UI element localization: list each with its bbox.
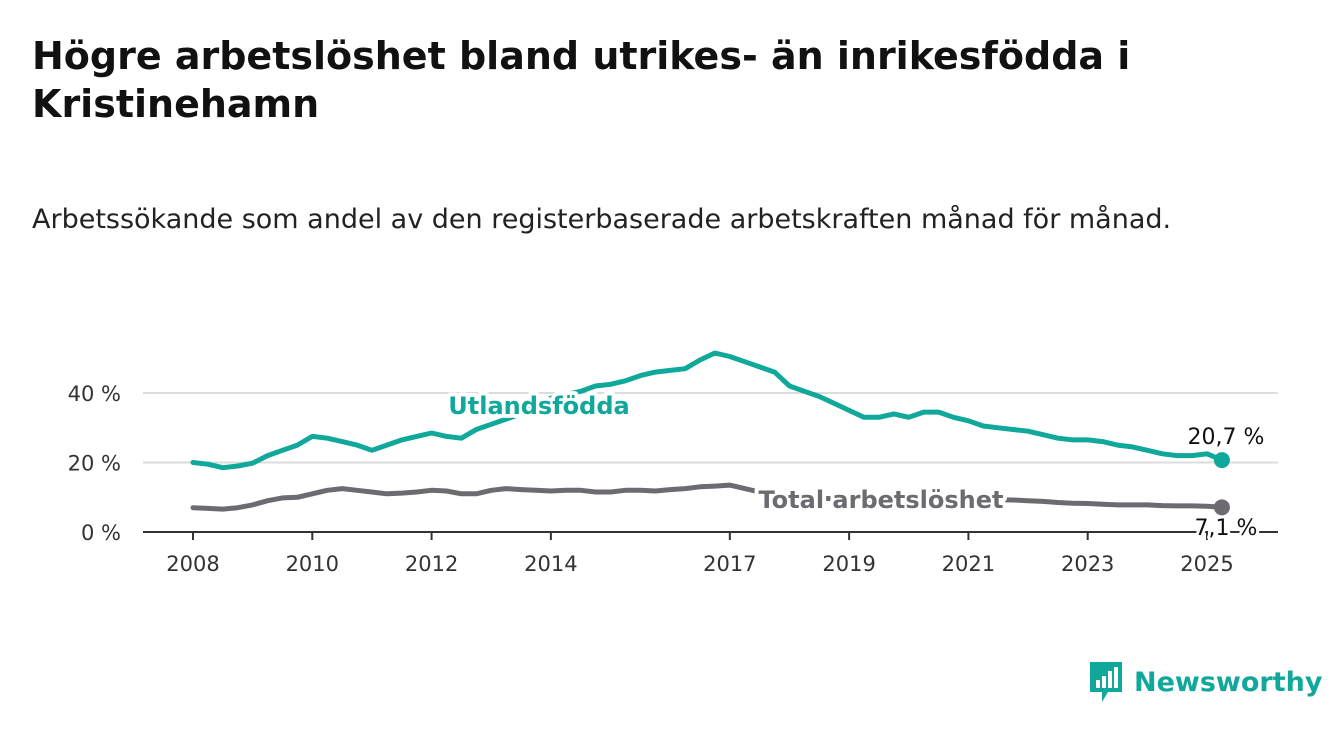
chart-subtitle: Arbetssökande som andel av den registerb… (32, 204, 1172, 235)
series-line-total (190, 482, 1225, 512)
series-lines (190, 350, 1230, 516)
end-value-halo: 7,1 % (1195, 516, 1258, 541)
y-axis: 0 % 20 % 40 % (68, 382, 121, 545)
x-tick-label: 2010 (286, 552, 339, 576)
end-point-marker (1213, 452, 1230, 469)
x-tick-label: 2021 (942, 552, 995, 576)
chart-title: Högre arbetslöshet bland utrikes- än inr… (32, 34, 1131, 126)
x-tick-label: 2025 (1180, 552, 1233, 576)
brand-name: Newsworthy (1134, 666, 1323, 698)
y-tick-label: 0 % (81, 521, 121, 545)
x-tick-label: 2017 (703, 552, 756, 576)
y-tick-label: 20 % (68, 452, 121, 476)
line-chart: 0 % 20 % 40 % 2008 2010 2012 2014 2017 2019 2021… (68, 350, 1278, 576)
series-label: Total arbetslöshet (758, 486, 1003, 514)
bar-chart-logo-icon (1090, 662, 1122, 702)
x-tick-label: 2012 (405, 552, 458, 576)
newsworthy-logo: Newsworthy (1088, 660, 1322, 704)
series-label-halo: Total arbetslöshet (758, 486, 1003, 514)
x-tick-label: 2014 (524, 552, 577, 576)
series-label-halo: Utlandsfödda (448, 392, 629, 420)
x-tick-label: 2023 (1061, 552, 1114, 576)
series-line-utlandsfodda (190, 350, 1225, 471)
series-label: Utlandsfödda (448, 392, 629, 420)
end-value-halo: 20,7 % (1188, 425, 1265, 450)
end-point-marker (1213, 499, 1230, 516)
y-tick-label: 40 % (68, 382, 121, 406)
x-axis: 2008 2010 2012 2014 2017 2019 2021 2023 2025 (143, 531, 1278, 576)
end-value-label: 20,7 % (1188, 425, 1265, 450)
x-tick-label: 2008 (166, 552, 219, 576)
grid-lines (143, 392, 1278, 464)
end-value-label: 7,1 % (1195, 516, 1258, 541)
x-tick-label: 2019 (822, 552, 875, 576)
